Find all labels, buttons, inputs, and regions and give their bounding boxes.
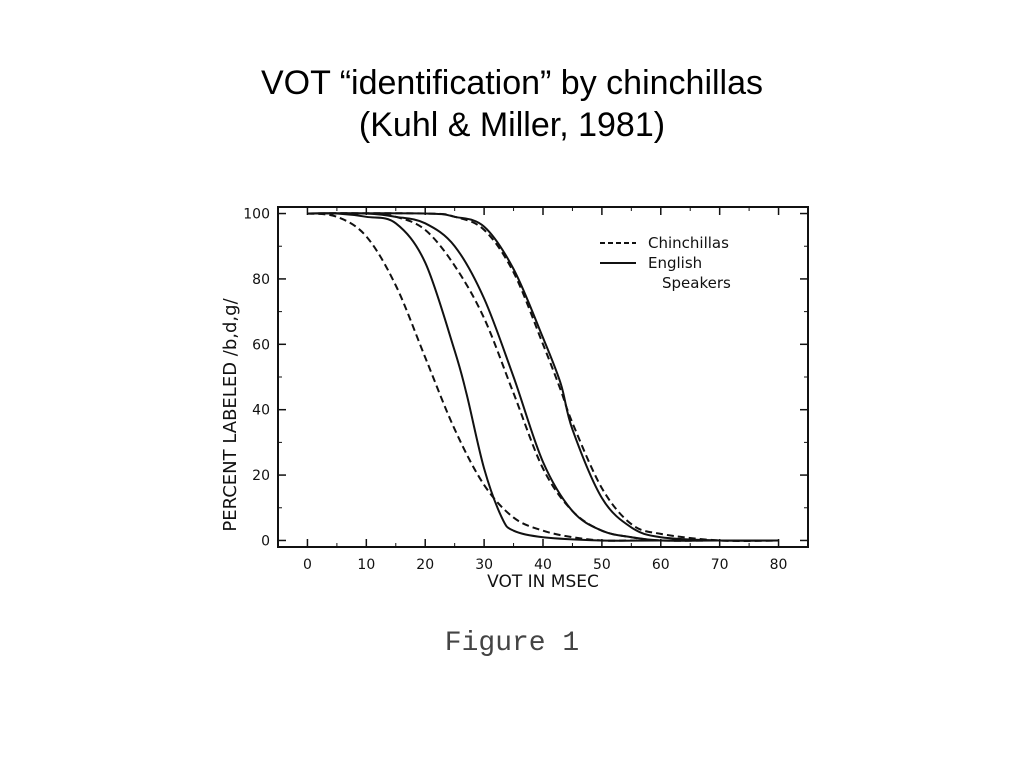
x-tick-label: 70 <box>711 557 729 573</box>
y-tick-label: 100 <box>243 207 270 223</box>
x-tick-label: 40 <box>534 557 552 573</box>
x-axis-label: VOT IN MSEC <box>487 572 599 592</box>
series-line-3-english-speakers <box>307 212 779 542</box>
plot-frame <box>277 206 809 548</box>
title-line-2: (Kuhl & Miller, 1981) <box>358 106 666 144</box>
y-tick-label: 20 <box>252 468 270 484</box>
title-line-1: VOT “identification” by chinchillas <box>260 64 764 102</box>
series-line-5-english-speakers <box>307 212 779 542</box>
y-tick-label: 60 <box>252 337 270 353</box>
y-tick-label: 40 <box>252 403 270 419</box>
x-tick-label: 60 <box>652 557 670 573</box>
vot-identification-chart: PERCENT LABELED /b,d,g/ VOT IN MSEC 0 10 2… <box>220 206 809 592</box>
y-tick-label: 80 <box>252 272 270 288</box>
x-tick-label: 80 <box>770 557 788 573</box>
x-tick-label: 10 <box>357 557 375 573</box>
series-line-2-chinchillas <box>307 212 779 542</box>
x-tick-label: 0 <box>303 557 312 573</box>
x-tick-label: 30 <box>475 557 493 573</box>
x-tick-label: 50 <box>593 557 611 573</box>
series-line-1-english-speakers <box>307 212 779 542</box>
y-tick-label: 0 <box>261 533 270 549</box>
series-line-0-chinchillas <box>307 212 779 542</box>
x-tick-label: 20 <box>416 557 434 573</box>
slide-title: VOT “identification” by chinchillas (Kuh… <box>0 62 1024 146</box>
legend-label-0: Chinchillas <box>648 234 729 252</box>
series-line-4-chinchillas <box>307 212 779 542</box>
legend-label-1: English <box>648 254 702 272</box>
y-axis-label: PERCENT LABELED /b,d,g/ <box>220 297 241 531</box>
figure-caption: Figure 1 <box>444 628 580 659</box>
legend-label-2: Speakers <box>662 274 731 292</box>
